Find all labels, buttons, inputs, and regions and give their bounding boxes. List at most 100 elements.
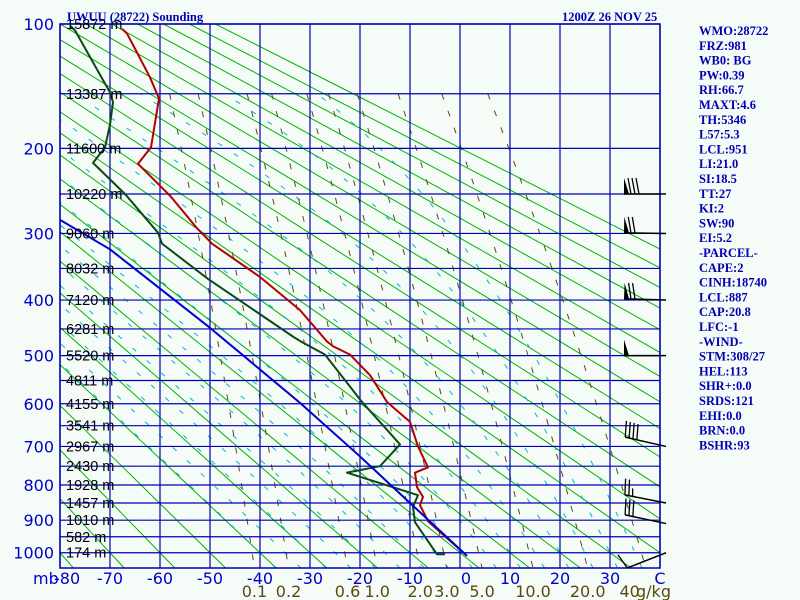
wind-barb-full — [632, 500, 635, 517]
wind-barb — [623, 216, 667, 235]
grid — [59, 23, 661, 569]
dewpoint-profile-line — [69, 24, 445, 556]
temperature-tick-label: 10 — [500, 569, 520, 588]
index-value: -WIND- — [699, 335, 743, 349]
height-label: 174 m — [66, 546, 106, 562]
index-value: LFC:-1 — [699, 320, 739, 334]
index-value: L57:5.3 — [699, 128, 740, 142]
height-label: 8032 m — [66, 261, 114, 277]
dry-adiabat-line — [60, 498, 125, 568]
temperature-tick-label: 0 — [461, 569, 471, 588]
index-value: TT:27 — [699, 187, 731, 201]
index-value: WB0: BG — [699, 54, 752, 68]
wind-barb-full — [627, 216, 632, 234]
temperature-tick-label: -70 — [97, 569, 123, 588]
dry-adiabat-line — [60, 91, 660, 488]
wind-barb-flag — [624, 216, 630, 233]
mixing-ratio-label: 1.0 — [365, 582, 390, 600]
wind-barb-flag — [624, 177, 629, 194]
index-value: LCL:887 — [699, 290, 748, 304]
mixing-ratio-line — [271, 93, 378, 568]
index-value: KI:2 — [699, 202, 724, 216]
index-value: WMO:28722 — [699, 24, 768, 38]
wind-barb-flag — [624, 339, 629, 356]
wind-barb — [624, 498, 667, 525]
wind-barb-full — [624, 498, 627, 515]
index-value: LCL:951 — [699, 142, 748, 156]
dry-adiabat-line — [137, 24, 660, 309]
pressure-tick-label: 100 — [23, 15, 54, 34]
index-value: FRZ:981 — [699, 39, 747, 53]
moist-adiabat-line — [140, 93, 594, 568]
index-value: CAPE:2 — [699, 261, 743, 275]
dry-adiabat-line — [60, 292, 379, 568]
profiles — [60, 24, 468, 557]
height-label: 7120 m — [66, 293, 114, 309]
height-label: 2430 m — [66, 459, 114, 475]
mixing-ratio-unit: g/kg — [636, 582, 671, 600]
temperature-tick-label: -60 — [147, 569, 173, 588]
pressure-tick-label: 600 — [23, 395, 54, 414]
pressure-tick-label: 900 — [23, 511, 54, 530]
wind-barb-full — [631, 216, 636, 234]
mixing-ratio-label: 40 — [619, 582, 639, 600]
mixing-ratio-label: 20.0 — [570, 582, 606, 600]
temperature-tick-label: -40 — [247, 569, 273, 588]
height-label: 4811 m — [66, 373, 113, 389]
wind-barb-staff — [624, 494, 667, 504]
index-value: CINH:18740 — [699, 276, 767, 290]
index-value: PW:0.39 — [699, 68, 744, 82]
temperature-profile-line — [121, 28, 468, 557]
index-value: CAP:20.8 — [699, 305, 751, 319]
wind-barb — [623, 282, 667, 301]
chart-title: UWUU (28722) Sounding — [67, 10, 204, 24]
temperature-unit-label: C — [654, 569, 665, 588]
moist-adiabat-line — [60, 118, 546, 568]
height-label: 13387 m — [66, 87, 122, 103]
index-value: EHI:0.0 — [699, 409, 742, 423]
mixing-ratio-label: 10.0 — [515, 582, 551, 600]
moist-adiabat-line — [316, 93, 643, 568]
temperature-tick-label: -30 — [297, 569, 323, 588]
wind-barb-full — [635, 177, 640, 195]
moist-adiabat-line — [60, 322, 327, 568]
wind-barb-full — [627, 282, 632, 300]
index-value: TH:5346 — [699, 113, 746, 127]
dry-adiabat-line — [60, 404, 227, 568]
wind-barb-full — [624, 478, 627, 495]
temperature-tick-label: 30 — [600, 569, 620, 588]
index-value: EI:5.2 — [699, 231, 732, 245]
dry-adiabat-line — [60, 203, 531, 568]
moist-adiabat-line — [60, 342, 302, 568]
mixing-ratio-line — [169, 93, 255, 568]
temperature-tick-label: -10 — [397, 569, 423, 588]
wind-barb-full — [627, 177, 632, 195]
wind-barb-full — [624, 420, 628, 438]
index-value: RH:66.7 — [699, 83, 744, 97]
wind-barb-staff — [627, 552, 667, 569]
index-value: -PARCEL- — [699, 246, 758, 260]
pressure-tick-label: 400 — [23, 291, 54, 310]
pressure-tick-label: 500 — [23, 347, 54, 366]
wind-barb — [624, 339, 666, 357]
pressure-unit-label: mb — [33, 569, 59, 588]
wind-barb-full — [628, 421, 631, 439]
moist-adiabat-line — [74, 93, 570, 568]
axis-labels: 0.1 0.2 0.6 1.0 2.0 3.0 5.0 10.0 20.0 40g/kg10020… — [13, 15, 671, 600]
wind-barb-staff — [624, 514, 667, 525]
dry-adiabat-line — [60, 178, 581, 568]
temperature-tick-label: 20 — [550, 569, 570, 588]
wind-barb — [624, 420, 667, 448]
moist-adiabat-line — [60, 224, 449, 568]
dry-adiabat-line — [0, 24, 23, 568]
mixing-ratio-line — [197, 93, 290, 568]
mixing-ratio-label: 0.1 — [242, 582, 267, 600]
pressure-tick-label: 200 — [23, 139, 54, 158]
height-label: 5520 m — [66, 349, 114, 365]
wind-barb — [624, 177, 666, 195]
height-label: 4155 m — [66, 397, 114, 413]
height-label: 15872 m — [66, 17, 122, 33]
index-value: BRN:0.0 — [699, 424, 745, 438]
height-label: 3541 m — [66, 419, 114, 435]
